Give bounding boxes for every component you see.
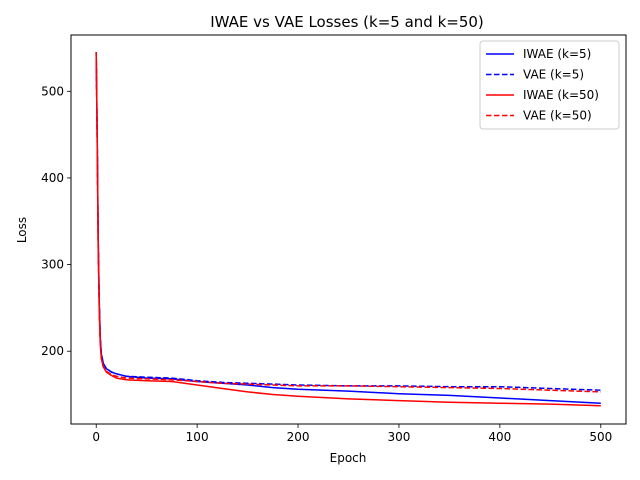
y-tick-label: 200 — [41, 344, 64, 358]
legend-label-3: VAE (k=50) — [523, 109, 592, 123]
x-tick-label: 200 — [287, 430, 310, 444]
legend-label-2: IWAE (k=50) — [523, 88, 599, 102]
series-lines — [95, 52, 601, 407]
y-tick-label: 400 — [41, 171, 64, 185]
x-axis-ticks: 0 100 200 300 400 500 — [92, 424, 612, 444]
x-tick-label: 0 — [92, 430, 100, 444]
y-tick-label: 500 — [41, 84, 64, 98]
plot-area-frame — [70, 34, 627, 425]
legend-box — [479, 40, 620, 130]
legend-label-0: IWAE (k=5) — [523, 47, 591, 61]
y-tick-label: 300 — [41, 258, 64, 272]
x-tick-label: 300 — [388, 430, 411, 444]
x-tick-label: 400 — [488, 430, 511, 444]
x-tick-label: 500 — [589, 430, 612, 444]
y-axis-label: Loss — [15, 217, 29, 243]
x-tick-label: 100 — [186, 430, 209, 444]
y-axis-ticks: 200 300 400 500 — [41, 84, 71, 358]
x-axis-label: Epoch — [330, 451, 367, 465]
legend: IWAE (k=5) VAE (k=5) IWAE (k=50) VAE (k=50) — [479, 40, 620, 130]
series-line-2 — [95, 52, 601, 407]
chart-title: IWAE vs VAE Losses (k=5 and k=50) — [210, 13, 484, 31]
legend-label-1: VAE (k=5) — [523, 68, 584, 82]
